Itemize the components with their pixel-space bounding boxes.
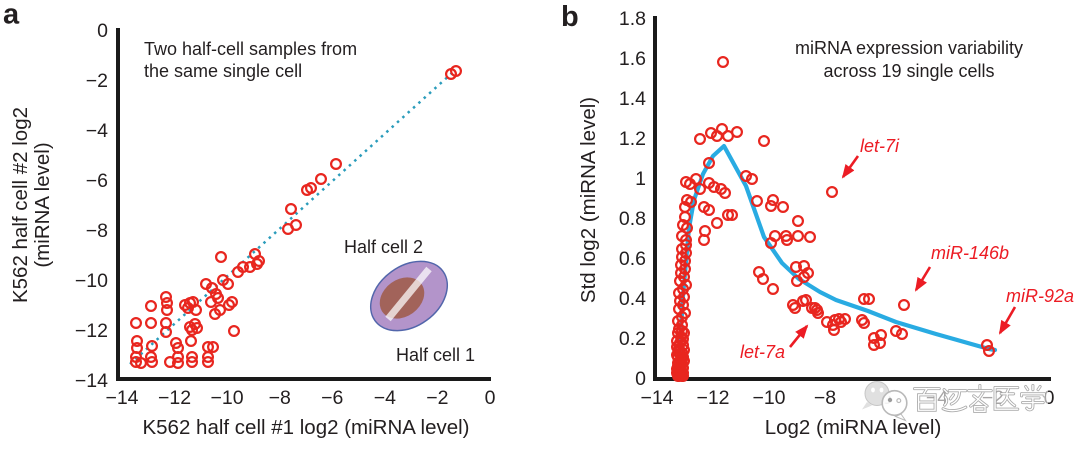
svg-text:1.4: 1.4 xyxy=(619,88,646,110)
svg-text:−4: −4 xyxy=(374,387,396,409)
svg-text:K562 half cell #2 log2: K562 half cell #2 log2 xyxy=(9,107,32,303)
svg-text:0.4: 0.4 xyxy=(619,288,646,310)
svg-text:Log2 (miRNA level): Log2 (miRNA level) xyxy=(765,416,942,439)
svg-text:0: 0 xyxy=(485,387,496,409)
svg-text:a: a xyxy=(3,0,20,31)
svg-text:miR-92a: miR-92a xyxy=(1006,286,1074,306)
svg-text:−14: −14 xyxy=(75,370,108,392)
svg-text:−12: −12 xyxy=(158,387,191,409)
svg-text:0.6: 0.6 xyxy=(619,248,646,270)
svg-text:b: b xyxy=(561,1,579,33)
svg-text:miRNA expression variability: miRNA expression variability xyxy=(795,38,1023,58)
svg-text:(miRNA level): (miRNA level) xyxy=(31,142,54,267)
svg-text:Half cell 2: Half cell 2 xyxy=(344,237,423,257)
svg-text:−10: −10 xyxy=(752,387,785,409)
svg-text:Std log2 (miRNA level): Std log2 (miRNA level) xyxy=(577,97,600,303)
svg-text:−10: −10 xyxy=(75,270,108,292)
svg-text:1.8: 1.8 xyxy=(619,8,646,30)
svg-text:Half cell 1: Half cell 1 xyxy=(396,345,475,365)
svg-text:across 19 single cells: across 19 single cells xyxy=(823,61,994,81)
svg-text:−14: −14 xyxy=(640,387,673,409)
svg-text:1: 1 xyxy=(635,168,646,190)
svg-text:−2: −2 xyxy=(86,70,108,92)
svg-text:let-7a: let-7a xyxy=(740,342,785,362)
svg-text:−4: −4 xyxy=(86,120,108,142)
svg-text:−6: −6 xyxy=(321,387,343,409)
svg-text:−2: −2 xyxy=(426,387,448,409)
svg-text:1.2: 1.2 xyxy=(619,128,646,150)
svg-text:−6: −6 xyxy=(86,170,108,192)
svg-text:0: 0 xyxy=(97,20,108,42)
svg-text:let-7i: let-7i xyxy=(860,136,900,156)
svg-text:K562 half cell #1 log2 (miRNA: K562 half cell #1 log2 (miRNA level) xyxy=(142,416,469,439)
svg-text:−8: −8 xyxy=(269,387,291,409)
svg-text:−8: −8 xyxy=(814,387,836,409)
svg-text:−10: −10 xyxy=(211,387,244,409)
svg-text:the same single cell: the same single cell xyxy=(144,61,302,81)
svg-text:Two half-cell samples from: Two half-cell samples from xyxy=(144,39,357,59)
svg-text:−8: −8 xyxy=(86,220,108,242)
svg-text:−12: −12 xyxy=(696,387,729,409)
svg-text:−12: −12 xyxy=(75,320,108,342)
svg-text:0: 0 xyxy=(635,368,646,390)
svg-text:−14: −14 xyxy=(105,387,138,409)
svg-text:0.8: 0.8 xyxy=(619,208,646,230)
svg-text:miR-146b: miR-146b xyxy=(931,243,1009,263)
svg-text:0.2: 0.2 xyxy=(619,328,646,350)
svg-text:0: 0 xyxy=(1044,387,1055,409)
svg-text:1.6: 1.6 xyxy=(619,48,646,70)
